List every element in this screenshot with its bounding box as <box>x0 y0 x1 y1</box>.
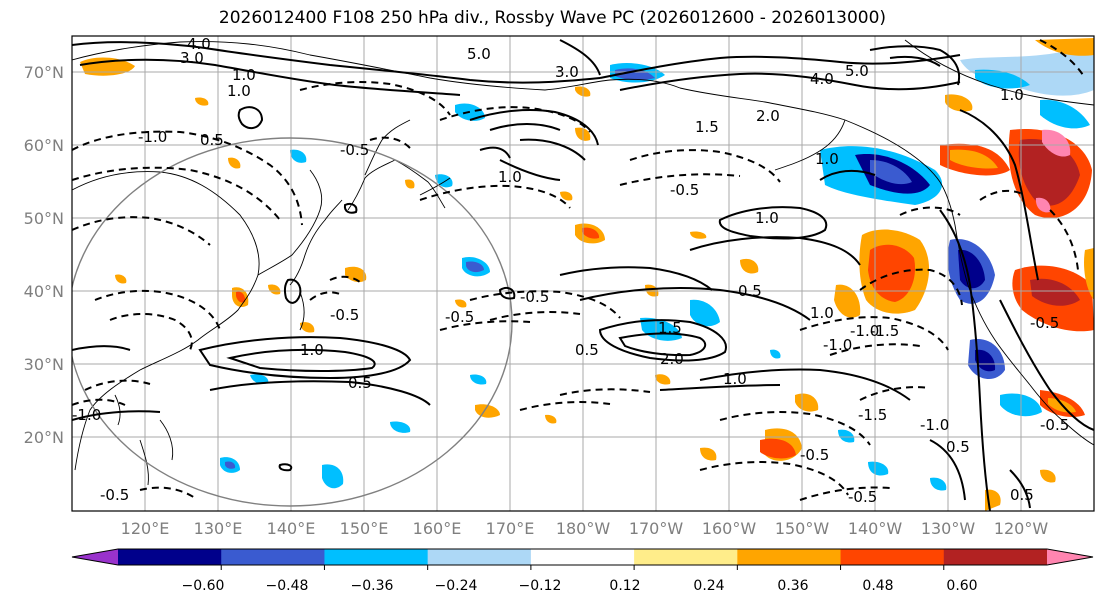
map-title: 2026012400 F108 250 hPa div., Rossby Wav… <box>218 8 887 28</box>
colorbar-segment <box>530 549 635 565</box>
colorbar-tick-label: −0.48 <box>266 578 309 594</box>
lat-label: 20°N <box>24 428 64 447</box>
colorbar-segment <box>840 549 945 565</box>
colorbar-segment <box>118 549 222 565</box>
contour-label: 1.5 <box>658 319 682 337</box>
colorbar-tick-label: −0.24 <box>435 578 478 594</box>
lon-label: 130°W <box>921 519 976 538</box>
contour-label: -0.5 <box>800 446 829 464</box>
contour-label: 1.0 <box>232 66 256 84</box>
contour-label: 2.0 <box>660 350 684 368</box>
contour-label: -0.5 <box>445 308 474 326</box>
contour-label: 4.0 <box>810 70 834 88</box>
contour-label: -0.5 <box>1030 314 1059 332</box>
contour-label: 0.5 <box>946 438 970 456</box>
contour-label: 2.0 <box>756 107 780 125</box>
colorbar-segment <box>221 549 325 565</box>
colorbar-tick-labels: −0.60 −0.48 −0.36 −0.24 −0.12 0.12 0.24 … <box>182 578 978 594</box>
lat-label: 40°N <box>24 282 64 301</box>
map-panel: 4.0 3.0 5.0 3.0 1.0 1.0 -1.0 0.5 -0.5 1.… <box>72 35 1094 511</box>
negative-contours <box>72 39 1086 501</box>
contour-label: 0.5 <box>575 341 599 359</box>
coastlines <box>72 39 1094 486</box>
contour-label: 1.0 <box>723 370 747 388</box>
lon-label: 140°E <box>267 519 316 538</box>
contour-label: -0.5 <box>330 306 359 324</box>
contour-label: 5.0 <box>845 62 869 80</box>
colorbar <box>71 548 1094 570</box>
contour-label: 1.0 <box>227 82 251 100</box>
contour-label: 0.5 <box>1010 486 1034 504</box>
contour-label: 3.0 <box>180 49 204 67</box>
lon-label: 120°W <box>994 519 1049 538</box>
colorbar-outline <box>71 548 1094 566</box>
lon-label: 140°W <box>848 519 903 538</box>
colorbar-tick-label: −0.36 <box>351 578 394 594</box>
contour-label: 0.5 <box>348 374 372 392</box>
lon-label: 170°W <box>629 519 684 538</box>
contour-label: -0.5 <box>670 181 699 199</box>
colorbar-tick-label: 0.24 <box>693 578 724 594</box>
contour-label: -0.5 <box>1040 416 1069 434</box>
lon-label: 160°W <box>702 519 757 538</box>
colorbar-tick-label: 0.48 <box>862 578 893 594</box>
colorbar-tick-label: 0.36 <box>777 578 808 594</box>
contour-label: -1.0 <box>920 416 949 434</box>
colorbar-segment <box>943 549 1048 565</box>
colorbar-tick-label: −0.60 <box>182 578 225 594</box>
lon-label: 180°W <box>556 519 611 538</box>
latitude-labels: 70°N 60°N 50°N 40°N 30°N 20°N <box>24 63 64 447</box>
colorbar-segment <box>324 549 429 565</box>
colorbar-segment <box>427 549 532 565</box>
contour-labels: 4.0 3.0 5.0 3.0 1.0 1.0 -1.0 0.5 -0.5 1.… <box>72 35 1069 506</box>
contour-label: -1.5 <box>858 406 887 424</box>
colorbar-tick-label: 0.12 <box>609 578 640 594</box>
contour-label: 1.0 <box>815 150 839 168</box>
contour-label: 1.0 <box>498 168 522 186</box>
colorbar-extend-min <box>72 549 118 565</box>
colorbar-extend-max <box>1047 549 1093 565</box>
contour-label: 1.0 <box>810 304 834 322</box>
lon-label: 150°E <box>340 519 389 538</box>
contour-label: 1.0 <box>755 209 779 227</box>
lon-label: 130°E <box>194 519 243 538</box>
lon-label: 160°E <box>413 519 462 538</box>
lon-label: 170°E <box>486 519 535 538</box>
contour-label: 1.5 <box>695 118 719 136</box>
lat-label: 60°N <box>24 136 64 155</box>
colorbar-tick-label: −0.12 <box>519 578 562 594</box>
graticule <box>72 36 1094 511</box>
lon-label: 150°W <box>775 519 830 538</box>
positive-contours <box>72 39 1094 511</box>
contour-label: -1.0 <box>823 336 852 354</box>
contour-label: -0.5 <box>340 141 369 159</box>
contour-label: 4.0 <box>187 35 211 53</box>
contour-label: 3.0 <box>555 63 579 81</box>
lon-label: 120°E <box>121 519 170 538</box>
map-frame <box>71 35 1095 512</box>
lat-label: 30°N <box>24 355 64 374</box>
contour-label: 1.0 <box>1000 86 1024 104</box>
contour-label: -1.0 <box>850 322 879 340</box>
contour-label: 0.5 <box>200 131 224 149</box>
colorbar-segment <box>737 549 842 565</box>
contour-label: -1.0 <box>138 128 167 146</box>
contour-label: -1.0 <box>72 406 101 424</box>
longitude-labels: 120°E 130°E 140°E 150°E 160°E 170°E 180°… <box>121 519 1049 538</box>
contour-label: -0.5 <box>520 288 549 306</box>
contour-label: 5.0 <box>467 45 491 63</box>
colorbar-segment <box>634 549 738 565</box>
lat-label: 70°N <box>24 63 64 82</box>
contour-label: -1.5 <box>870 322 899 340</box>
lat-label: 50°N <box>24 209 64 228</box>
contour-label: -0.5 <box>848 488 877 506</box>
colorbar-tick-label: 0.60 <box>946 578 977 594</box>
contour-label: 0.5 <box>738 282 762 300</box>
contour-label: -0.5 <box>100 486 129 504</box>
contour-label: 1.0 <box>300 341 324 359</box>
divergence-shading <box>80 38 1094 511</box>
